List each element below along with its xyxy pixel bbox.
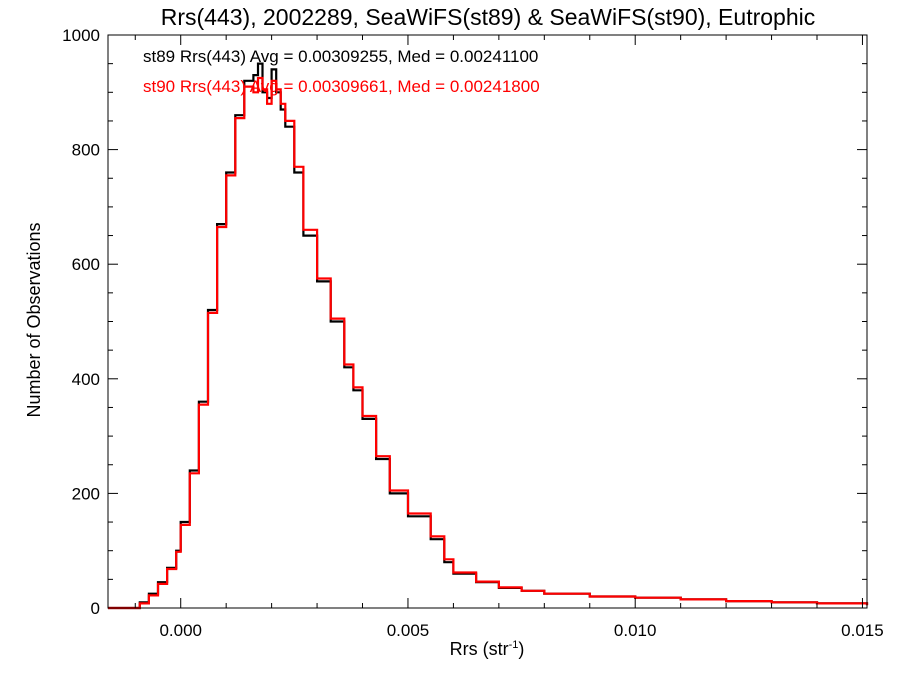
series-line-st89 (108, 62, 869, 610)
y-tick-label: 600 (72, 255, 100, 274)
x-tick-label: 0.005 (387, 621, 430, 640)
y-tick-label: 1000 (62, 26, 100, 45)
y-tick-label: 400 (72, 370, 100, 389)
annotation-st90: st90 Rrs(443) Avg = 0.00309661, Med = 0.… (143, 77, 540, 96)
axis-ticks: 0.000 0.005 0.010 0.015 0 200 400 600 800 1000 (62, 26, 884, 640)
plot-frame (107, 34, 868, 609)
x-axis-label-end: ) (518, 639, 524, 659)
x-tick-label: 0.010 (614, 621, 657, 640)
series-line-st90 (108, 76, 869, 610)
chart-title: Rrs(443), 2002289, SeaWiFS(st89) & SeaWi… (161, 4, 815, 30)
y-tick-label: 800 (72, 141, 100, 160)
plot-area: 0.000 0.005 0.010 0.015 0 200 400 600 800 1000 (62, 26, 884, 640)
x-tick-label: 0.015 (841, 621, 884, 640)
series-group (108, 62, 869, 610)
annotation-st89: st89 Rrs(443) Avg = 0.00309255, Med = 0.… (143, 47, 538, 66)
x-axis-label-sup: -1 (509, 639, 519, 651)
x-axis-label-text: Rrs (str (450, 639, 509, 659)
x-tick-label: 0.000 (159, 621, 202, 640)
y-tick-label: 200 (72, 484, 100, 503)
y-tick-label: 0 (91, 599, 100, 618)
x-axis-label: Rrs (str-1) (450, 639, 525, 659)
y-axis-label: Number of Observations (24, 222, 44, 417)
